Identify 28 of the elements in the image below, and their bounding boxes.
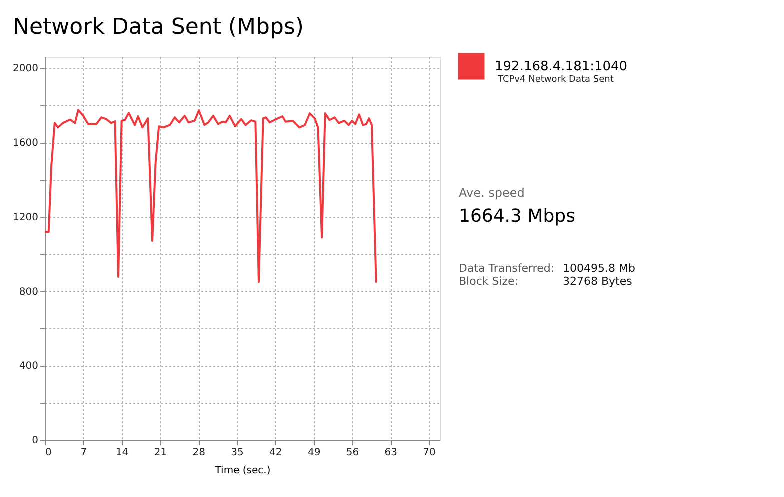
- chart-title: Network Data Sent (Mbps): [13, 15, 304, 40]
- text: TCPv4 Network Data Sent: [497, 75, 614, 85]
- x-tick-label: 0: [46, 448, 52, 458]
- x-tick-label: 49: [308, 448, 321, 458]
- x-tick-label: 14: [116, 448, 129, 458]
- y-tick-label: 2000: [13, 64, 38, 75]
- y-tick-label: 800: [19, 286, 38, 298]
- text: 100495.8 Mb: [563, 262, 636, 275]
- text: Ave. speed: [459, 186, 525, 200]
- x-tick-label: 35: [231, 448, 244, 458]
- x-tick-label: 7: [80, 448, 88, 458]
- y-tick-label: 1200: [13, 212, 38, 224]
- x-axis-title: Time (sec.): [214, 466, 271, 476]
- x-tick-label: 56: [346, 448, 360, 458]
- text: 32768 Bytes: [563, 275, 633, 288]
- legend-label: 192.168.4.181:1040: [495, 60, 628, 74]
- y-tick-label: 0: [32, 436, 38, 446]
- x-tick-label: 42: [270, 448, 282, 458]
- x-tick-label: 28: [192, 448, 206, 458]
- y-tick-label: 400: [19, 361, 38, 372]
- x-tick-label: 21: [154, 448, 168, 458]
- text: Data Transferred:: [459, 262, 555, 275]
- y-tick-label: 1600: [13, 138, 38, 150]
- x-tick-label: 63: [384, 448, 398, 458]
- line-series: [44, 109, 378, 284]
- text: Block Size:: [459, 275, 519, 288]
- text: 1664.3 Mbps: [459, 206, 576, 227]
- x-tick-label: 70: [423, 448, 436, 458]
